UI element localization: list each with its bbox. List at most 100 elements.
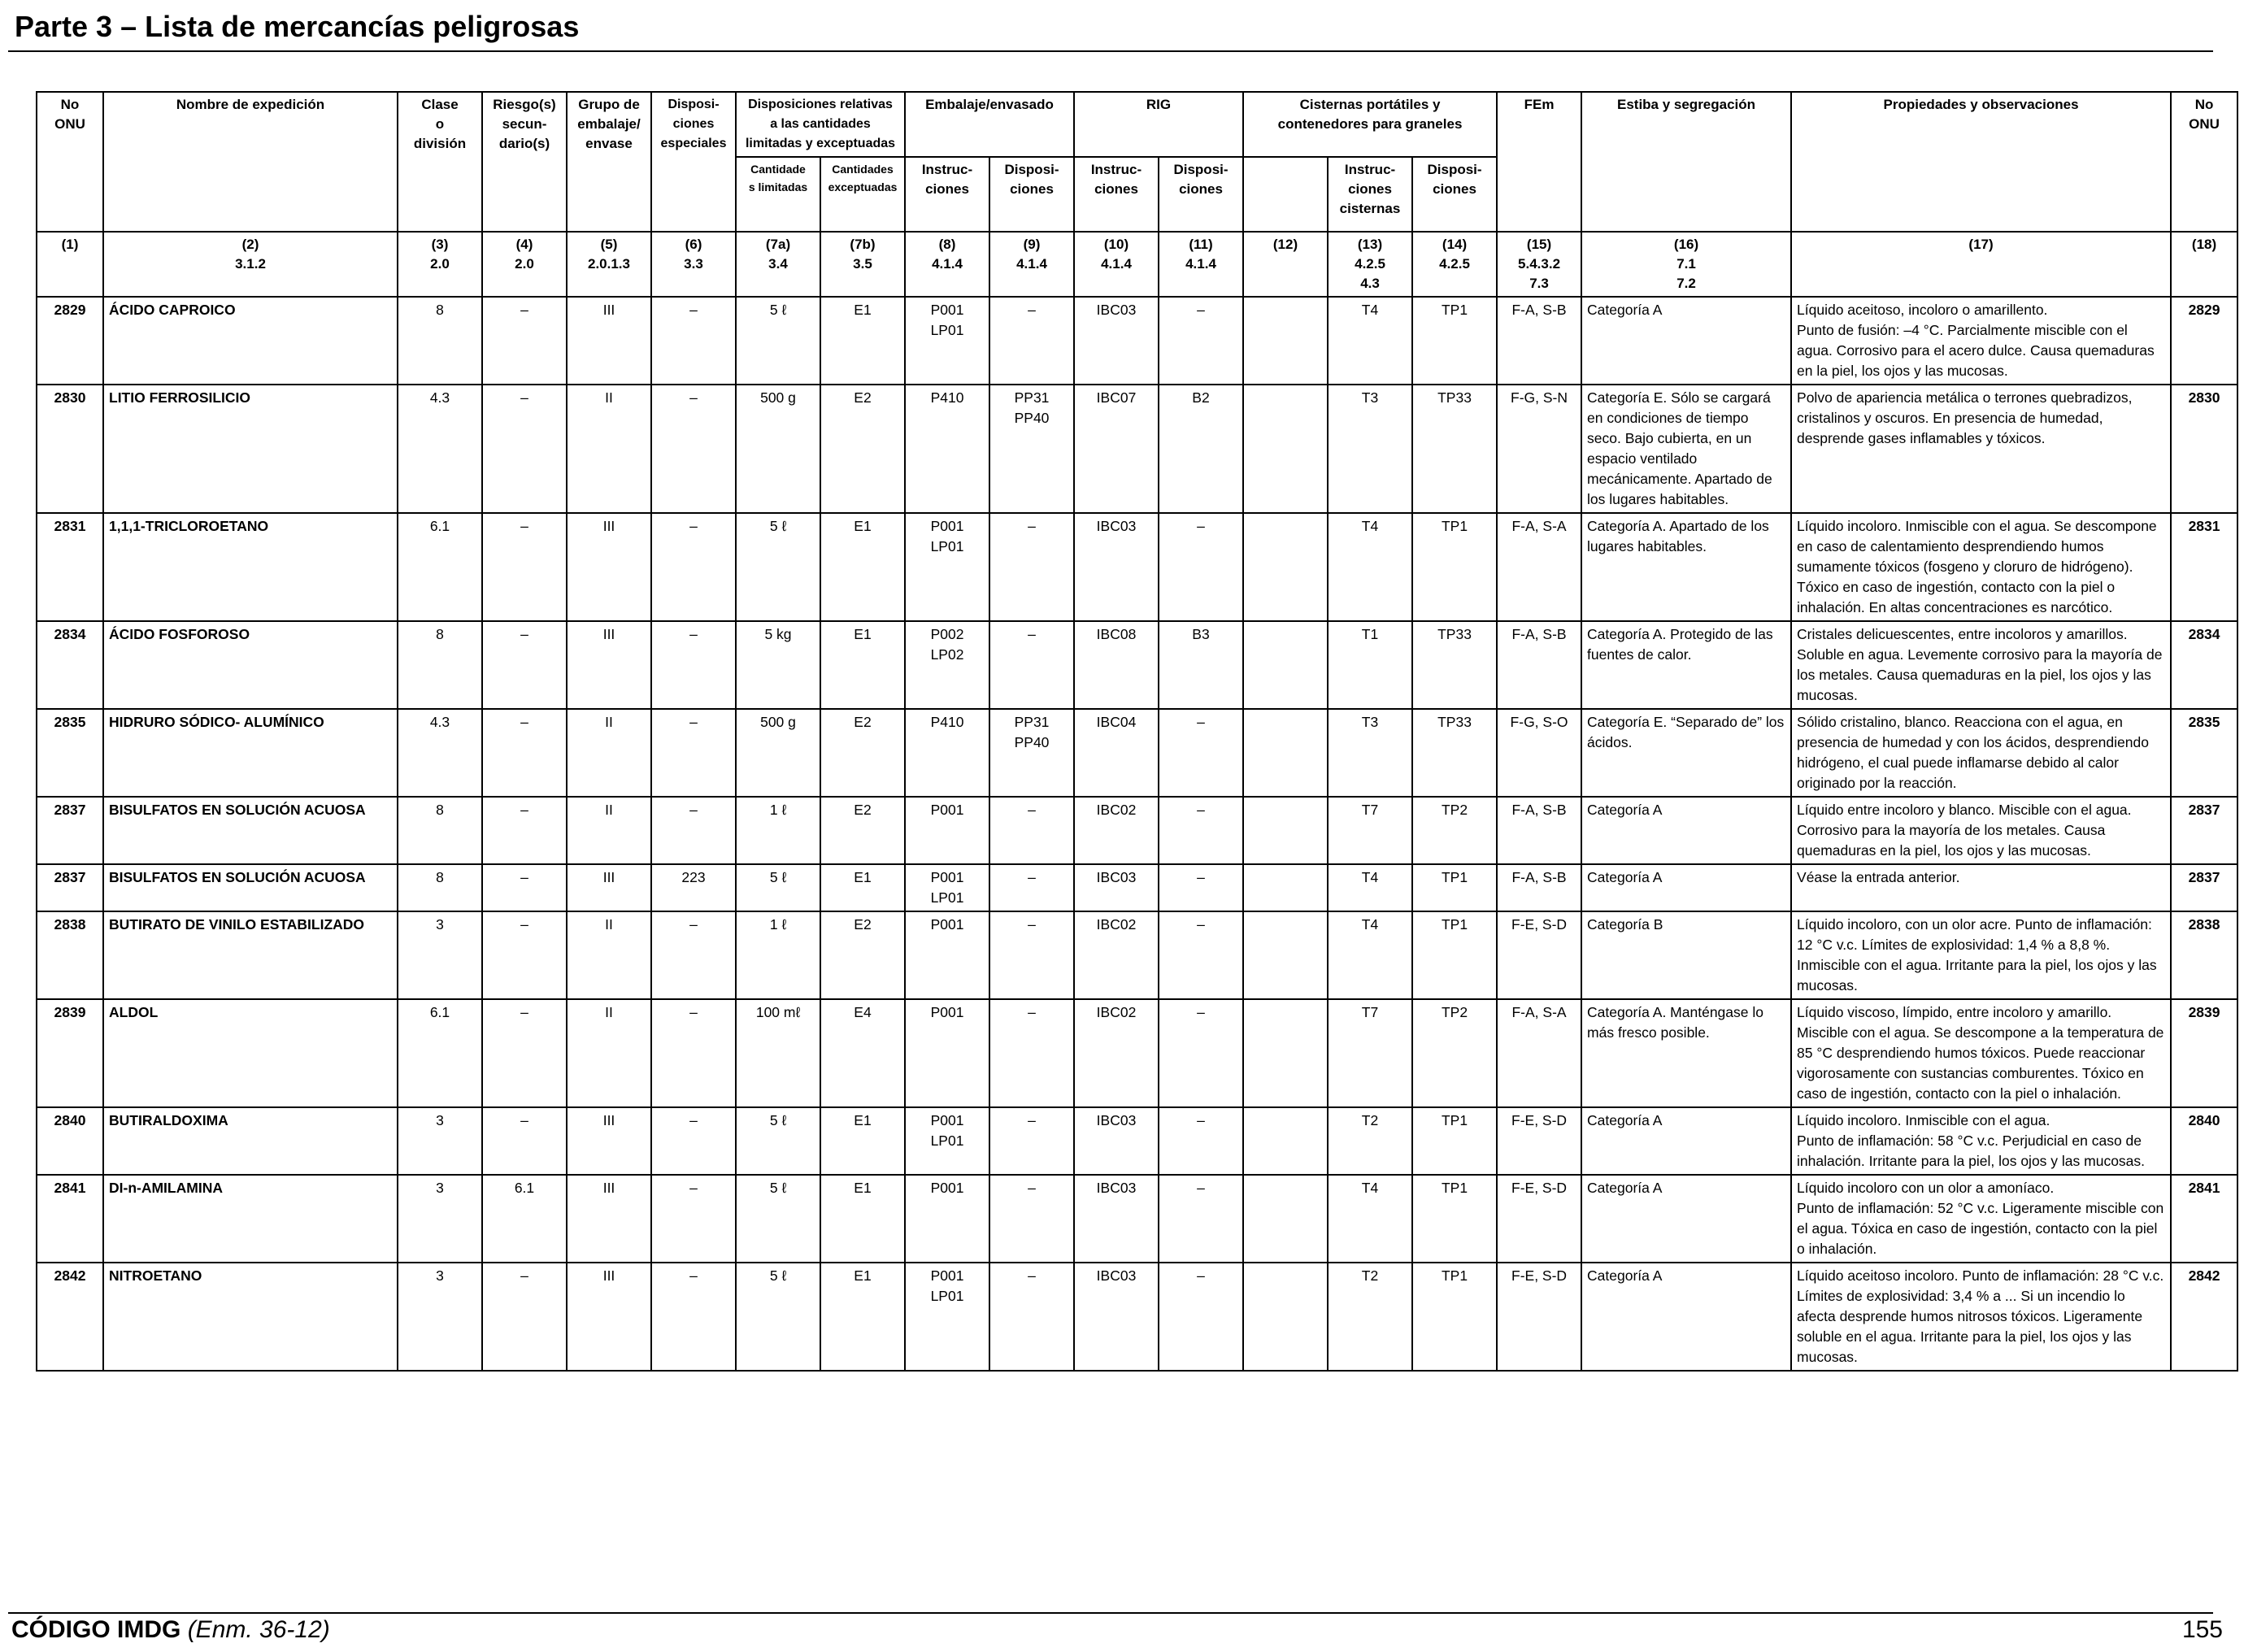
cell-nombre: LITIO FERROSILICIO [102, 384, 398, 514]
cell-rig-disposiciones: – [1157, 911, 1245, 1000]
cell-embalaje-disposiciones: – [989, 512, 1075, 622]
cell-riesgo: – [481, 1106, 568, 1176]
cell-cantidades-limitadas: 5 ℓ [735, 863, 821, 912]
header-row-2: Cantidade s limitadas Cantidades exceptu… [37, 156, 2237, 233]
cell-clase: 3 [397, 1174, 483, 1263]
column-ref-cell: (6) 3.3 [650, 231, 737, 298]
cell-disposiciones: – [650, 620, 737, 710]
cell-cisternas-instrucciones: T4 [1327, 1174, 1414, 1263]
header-propiedades: Propiedades y observaciones [1790, 91, 2172, 233]
cell-fem: F-E, S-D [1496, 1262, 1583, 1372]
cell-disposiciones: – [650, 512, 737, 622]
cell-cantidades-limitadas: 5 ℓ [735, 1262, 821, 1372]
cell-rig-disposiciones: B2 [1157, 384, 1245, 514]
cell-cantidades-exceptuadas: E1 [820, 296, 906, 385]
cell-estiba: Categoría A [1581, 1262, 1793, 1372]
header-cisternas-blank [1242, 156, 1329, 233]
cell-propiedades: Líquido incoloro. Inmiscible con el agua… [1790, 512, 2172, 622]
header-no-onu-right: No ONU [2170, 91, 2239, 233]
cell-embalaje-instrucciones: P001 LP01 [904, 512, 990, 622]
cell-rig-disposiciones: – [1157, 796, 1245, 865]
column-ref-cell: (8) 4.1.4 [904, 231, 990, 298]
table-row: 2842 NITROETANO 3– III –5 ℓ E1 P001 LP01– IBC03… [36, 1262, 2239, 1372]
cell-fem: F-E, S-D [1496, 1106, 1583, 1176]
cell-col-12 [1242, 620, 1329, 710]
cell-nombre: BUTIRATO DE VINILO ESTABILIZADO [102, 911, 398, 1000]
cell-embalaje-disposiciones: – [989, 1262, 1075, 1372]
cell-embalaje-disposiciones: – [989, 911, 1075, 1000]
column-ref-cell: (7a) 3.4 [735, 231, 821, 298]
cell-fem: F-A, S-A [1496, 998, 1583, 1108]
column-ref-cell: (2) 3.1.2 [102, 231, 398, 298]
cell-rig-instrucciones: IBC02 [1073, 796, 1159, 865]
cell-cantidades-exceptuadas: E1 [820, 863, 906, 912]
cell-rig-disposiciones: – [1157, 296, 1245, 385]
cell-riesgo: 6.1 [481, 1174, 568, 1263]
cell-no-onu-right: 2837 [2170, 863, 2239, 912]
cell-rig-disposiciones: – [1157, 512, 1245, 622]
cell-fem: F-G, S-N [1496, 384, 1583, 514]
cell-fem: F-G, S-O [1496, 708, 1583, 798]
cell-riesgo: – [481, 512, 568, 622]
table-row: 2837 BISULFATOS EN SOLUCIÓN ACUOSA 8– II –1 … [36, 796, 2239, 865]
cell-embalaje-disposiciones: – [989, 863, 1075, 912]
cell-cantidades-limitadas: 100 mℓ [735, 998, 821, 1108]
column-ref-cell: (3) 2.0 [397, 231, 483, 298]
cell-embalaje-instrucciones: P001 [904, 998, 990, 1108]
cell-rig-disposiciones: – [1157, 1262, 1245, 1372]
cell-rig-instrucciones: IBC03 [1073, 1174, 1159, 1263]
footer-code: CÓDIGO IMDG (Enm. 36-12) [11, 1616, 330, 1644]
cell-cisternas-instrucciones: T4 [1327, 911, 1414, 1000]
cell-propiedades: Líquido incoloro, con un olor acre. Punt… [1790, 911, 2172, 1000]
cell-cantidades-exceptuadas: E2 [820, 796, 906, 865]
cell-estiba: Categoría A [1581, 1106, 1793, 1176]
cell-propiedades: Polvo de apariencia metálica o terrones … [1790, 384, 2172, 514]
table-row: 2841 DI-n-AMILAMINA 3 6.1 III –5 ℓ E1 P001– IBC0… [36, 1174, 2239, 1263]
cell-grupo: II [566, 911, 652, 1000]
cell-no-onu-right: 2839 [2170, 998, 2239, 1108]
table-row: 2834 ÁCIDO FOSFOROSO 8– III –5 kg E1 P002 LP02… [36, 620, 2239, 710]
cell-cisternas-disposiciones: TP33 [1411, 708, 1498, 798]
cell-cantidades-exceptuadas: E2 [820, 384, 906, 514]
cell-embalaje-disposiciones: – [989, 796, 1075, 865]
header-fem: FEm [1496, 91, 1583, 233]
cell-disposiciones: – [650, 1262, 737, 1372]
header-rig-instrucciones: Instruc- ciones [1073, 156, 1159, 233]
cell-fem: F-A, S-B [1496, 620, 1583, 710]
header-embalaje-disposiciones: Disposi- ciones [989, 156, 1075, 233]
cell-propiedades: Líquido aceitoso, incoloro o amarillento… [1790, 296, 2172, 385]
header-cisternas-disposiciones: Disposi- ciones [1411, 156, 1498, 233]
column-ref-cell: (5) 2.0.1.3 [566, 231, 652, 298]
header-row-1: No ONU Nombre de expedición Clase o divi… [36, 91, 2239, 233]
cell-propiedades: Líquido viscoso, límpido, entre incoloro… [1790, 998, 2172, 1108]
cell-no-onu: 2831 [36, 512, 104, 622]
cell-grupo: II [566, 796, 652, 865]
cell-disposiciones: – [650, 384, 737, 514]
column-ref-cell: (11) 4.1.4 [1157, 231, 1245, 298]
cell-grupo: III [566, 512, 652, 622]
header-nombre: Nombre de expedición [102, 91, 398, 233]
cell-embalaje-instrucciones: P410 [904, 708, 990, 798]
cell-cantidades-exceptuadas: E1 [820, 1262, 906, 1372]
cell-propiedades: Líquido incoloro. Inmiscible con el agua… [1790, 1106, 2172, 1176]
cell-embalaje-disposiciones: – [989, 620, 1075, 710]
cell-disposiciones: – [650, 296, 737, 385]
cell-no-onu-right: 2829 [2170, 296, 2239, 385]
footer-amendment: (Enm. 36-12) [187, 1616, 330, 1643]
cell-riesgo: – [481, 796, 568, 865]
cell-clase: 8 [397, 863, 483, 912]
cell-nombre: ÁCIDO CAPROICO [102, 296, 398, 385]
cell-cisternas-instrucciones: T2 [1327, 1262, 1414, 1372]
cell-rig-instrucciones: IBC08 [1073, 620, 1159, 710]
cell-clase: 8 [397, 296, 483, 385]
cell-cisternas-instrucciones: T4 [1327, 296, 1414, 385]
cell-embalaje-disposiciones: – [989, 296, 1075, 385]
cell-no-onu: 2842 [36, 1262, 104, 1372]
cell-cisternas-disposiciones: TP33 [1411, 384, 1498, 514]
cell-cisternas-disposiciones: TP1 [1411, 1106, 1498, 1176]
cell-cantidades-exceptuadas: E2 [820, 911, 906, 1000]
column-ref-cell: (18) [2170, 231, 2239, 298]
cell-rig-instrucciones: IBC03 [1073, 863, 1159, 912]
cell-riesgo: – [481, 620, 568, 710]
cell-disposiciones: – [650, 796, 737, 865]
